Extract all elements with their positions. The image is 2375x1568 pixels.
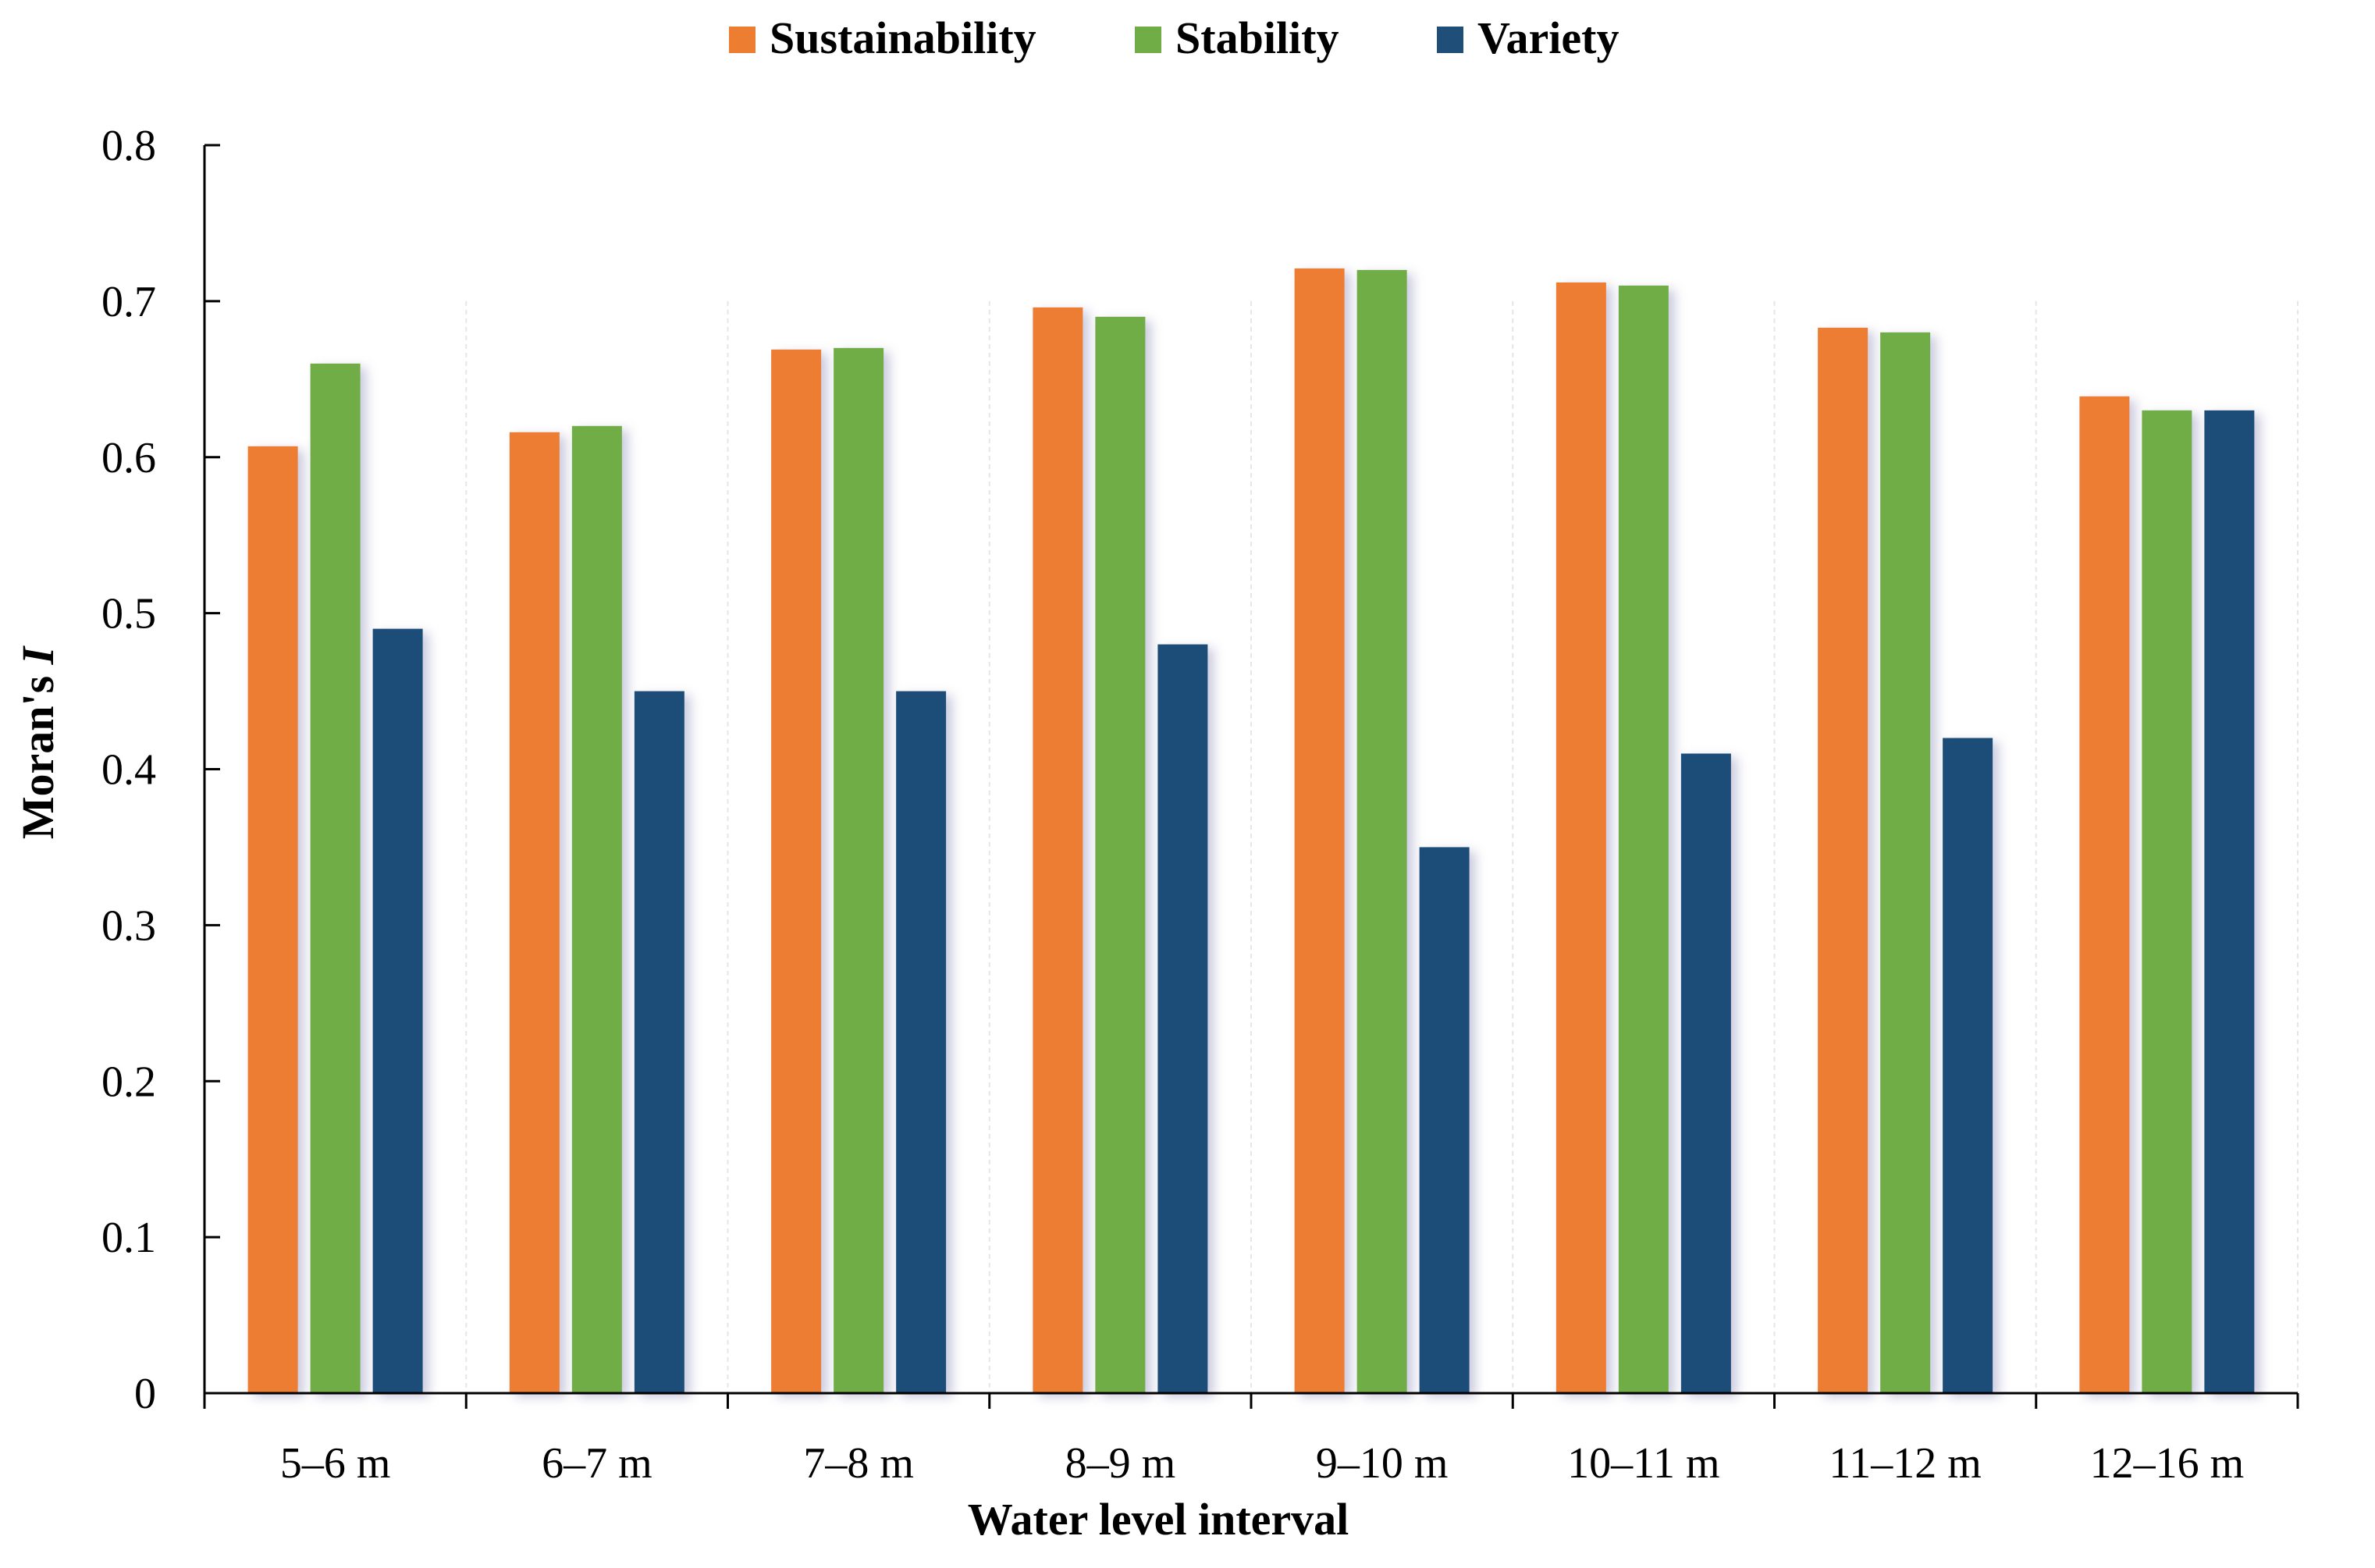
bar-variety-6 [1680, 753, 1731, 1393]
x-tick-label: 11–12 m [1829, 1439, 1981, 1488]
x-tick-label: 12–16 m [2090, 1439, 2245, 1488]
bar-sustainability-6 [1555, 282, 1606, 1393]
bar-sustainability-3 [771, 349, 822, 1394]
bar-stability-1 [310, 363, 361, 1394]
y-tick-label: 0.3 [101, 901, 156, 950]
bar-variety-3 [896, 691, 947, 1393]
bar-stability-8 [2142, 410, 2192, 1393]
x-tick-label: 10–11 m [1567, 1439, 1719, 1488]
x-axis-title: Water level interval [968, 1494, 1349, 1545]
bars [247, 268, 2255, 1394]
bar-stability-5 [1356, 269, 1407, 1393]
y-axis-title-main: Moran's [12, 664, 63, 839]
bar-stability-4 [1095, 316, 1146, 1393]
y-tick-label: 0.6 [101, 434, 156, 482]
bar-sustainability-4 [1033, 307, 1083, 1393]
x-tick-label: 6–7 m [542, 1439, 652, 1488]
x-tick-labels: 5–6 m 6–7 m 7–8 m 8–9 m 9–10 m 10–11 m 11–12 m… [280, 1439, 2244, 1488]
y-tick-label: 0.5 [101, 590, 156, 638]
bar-stability-7 [1880, 332, 1931, 1394]
legend-label-sustainability: Sustainability [770, 12, 1036, 63]
y-tick-label: 0.1 [101, 1214, 156, 1262]
grid-lines [465, 300, 2299, 1393]
bar-stability-3 [834, 347, 884, 1393]
bar-sustainability-7 [1818, 327, 1868, 1393]
x-tick-label: 9–10 m [1316, 1439, 1449, 1488]
bar-variety-2 [634, 691, 684, 1393]
y-axis-title: Moran's I [12, 645, 63, 839]
x-tick-label: 7–8 m [803, 1439, 914, 1488]
axes [203, 144, 2299, 1409]
y-axis-title-italic: I [12, 645, 63, 665]
bar-variety-5 [1419, 847, 1470, 1393]
legend-label-stability: Stability [1175, 12, 1339, 63]
y-tick-labels: 0 0.1 0.2 0.3 0.4 0.5 0.6 0.7 0.8 [101, 122, 156, 1418]
y-tick-label: 0.8 [101, 122, 156, 170]
legend: Sustainability Stability Variety [729, 12, 1619, 63]
x-tick-label: 5–6 m [280, 1439, 391, 1488]
bar-sustainability-2 [509, 432, 560, 1393]
bar-sustainability-8 [2079, 396, 2130, 1394]
bar-stability-2 [571, 425, 622, 1393]
y-tick-label: 0.2 [101, 1058, 156, 1106]
bar-variety-1 [372, 628, 423, 1393]
bar-stability-6 [1618, 285, 1669, 1394]
x-tick-label: 8–9 m [1065, 1439, 1176, 1488]
bar-sustainability-1 [247, 446, 298, 1393]
bar-variety-7 [1943, 738, 1993, 1393]
legend-swatch-stability [1135, 27, 1161, 53]
bar-variety-8 [2204, 410, 2255, 1393]
bar-variety-4 [1157, 644, 1208, 1393]
y-tick-label: 0.4 [101, 746, 156, 795]
bar-sustainability-5 [1294, 268, 1345, 1393]
y-tick-label: 0.7 [101, 278, 156, 326]
legend-swatch-sustainability [729, 27, 756, 53]
y-tick-label: 0 [134, 1370, 156, 1418]
legend-swatch-variety [1437, 27, 1463, 53]
legend-label-variety: Variety [1477, 12, 1619, 63]
